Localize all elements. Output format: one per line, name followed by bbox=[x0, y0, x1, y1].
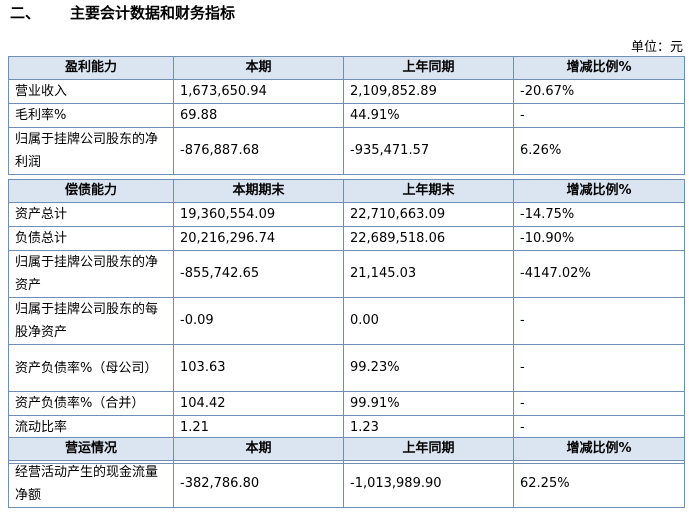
value-cell: - bbox=[513, 415, 685, 440]
data-row: 资产负债率%（合并） 104.42 99.91% - bbox=[8, 391, 685, 416]
value-cell: 104.42 bbox=[173, 391, 344, 416]
header-row: 偿债能力 本期期末 上年期末 增减比例% bbox=[8, 179, 685, 203]
header-cell: 偿债能力 bbox=[8, 179, 174, 203]
value-cell: -20.67% bbox=[513, 79, 685, 104]
value-cell: 6.26% bbox=[513, 127, 685, 175]
header-row: 盈利能力 本期 上年同期 增减比例% bbox=[8, 56, 685, 80]
value-cell: - bbox=[513, 344, 685, 392]
row-label: 毛利率% bbox=[8, 103, 174, 128]
data-table: 偿债能力 本期期末 上年期末 增减比例% 资产总计 19,360,554.09 22,710… bbox=[8, 179, 685, 464]
value-cell: -14.75% bbox=[513, 202, 685, 227]
row-label: 资产负债率%（合并） bbox=[8, 391, 174, 416]
header-cell: 上年同期 bbox=[343, 437, 514, 461]
section-title: 主要会计数据和财务指标 bbox=[70, 4, 236, 22]
value-cell: -855,742.65 bbox=[173, 250, 344, 298]
value-cell: 44.91% bbox=[343, 103, 514, 128]
data-row: 毛利率% 69.88 44.91% - bbox=[8, 103, 685, 128]
data-row: 归属于挂牌公司股东的净利润 -876,887.68 -935,471.57 6.26% bbox=[8, 127, 685, 175]
value-cell: 99.23% bbox=[343, 344, 514, 392]
unit-label: 单位：元 bbox=[630, 40, 683, 55]
value-cell: - bbox=[513, 297, 685, 345]
header-cell: 盈利能力 bbox=[8, 56, 174, 80]
value-cell: 0.00 bbox=[343, 297, 514, 345]
data-row: 归属于挂牌公司股东的净资产 -855,742.65 21,145.03 -4147.0… bbox=[8, 250, 685, 298]
value-cell: -0.09 bbox=[173, 297, 344, 345]
data-table: 营运情况 本期 上年同期 增减比例% 经营活动产生的现金流量净额 -382,786.80-… bbox=[8, 437, 685, 508]
row-label: 营业收入 bbox=[8, 79, 174, 104]
value-cell: - bbox=[513, 103, 685, 128]
value-cell: -10.90% bbox=[513, 226, 685, 251]
value-cell: 22,710,663.09 bbox=[343, 202, 514, 227]
header-cell: 营运情况 bbox=[8, 437, 174, 461]
value-cell: -1,013,989.90 bbox=[343, 460, 514, 508]
data-row: 营业收入 1,673,650.94 2,109,852.89 -20.67% bbox=[8, 79, 685, 104]
section-number: 二、 bbox=[10, 4, 41, 22]
value-cell: 1,673,650.94 bbox=[173, 79, 344, 104]
row-label: 经营活动产生的现金流量净额 bbox=[8, 460, 174, 508]
value-cell: 22,689,518.06 bbox=[343, 226, 514, 251]
header-row: 营运情况 本期 上年同期 增减比例% bbox=[8, 437, 685, 461]
data-row: 资产总计 19,360,554.09 22,710,663.09 -14.75% bbox=[8, 202, 685, 227]
value-cell: -935,471.57 bbox=[343, 127, 514, 175]
value-cell: 99.91% bbox=[343, 391, 514, 416]
value-cell: 1.21 bbox=[173, 415, 344, 440]
value-cell: -4147.02% bbox=[513, 250, 685, 298]
header-cell: 增减比例% bbox=[513, 437, 685, 461]
value-cell: 1.23 bbox=[343, 415, 514, 440]
value-cell: - bbox=[513, 391, 685, 416]
data-row: 资产负债率%（母公司） 103.63 99.23% - bbox=[8, 344, 685, 392]
row-label: 负债总计 bbox=[8, 226, 174, 251]
row-label: 归属于挂牌公司股东的净资产 bbox=[8, 250, 174, 298]
header-cell: 上年期末 bbox=[343, 179, 514, 203]
value-cell: 69.88 bbox=[173, 103, 344, 128]
value-cell: -382,786.80 bbox=[173, 460, 344, 508]
data-row: 经营活动产生的现金流量净额 -382,786.80 -1,013,989.90 62.… bbox=[8, 460, 685, 508]
row-label: 归属于挂牌公司股东的净利润 bbox=[8, 127, 174, 175]
header-cell: 增减比例% bbox=[513, 56, 685, 80]
data-table: 盈利能力 本期 上年同期 增减比例% 营业收入 1,673,650.94 2,109,852… bbox=[8, 56, 685, 175]
data-row: 归属于挂牌公司股东的每股净资产 -0.09 0.00- bbox=[8, 297, 685, 345]
value-cell: 21,145.03 bbox=[343, 250, 514, 298]
value-cell: -876,887.68 bbox=[173, 127, 344, 175]
data-row: 负债总计 20,216,296.74 22,689,518.06 -10.90% bbox=[8, 226, 685, 251]
header-cell: 本期 bbox=[173, 56, 344, 80]
value-cell: 103.63 bbox=[173, 344, 344, 392]
row-label: 流动比率 bbox=[8, 415, 174, 440]
header-cell: 上年同期 bbox=[343, 56, 514, 80]
data-row: 流动比率 1.21 1.23- bbox=[8, 415, 685, 440]
row-label: 资产负债率%（母公司） bbox=[8, 344, 174, 392]
header-cell: 本期 bbox=[173, 437, 344, 461]
header-cell: 本期期末 bbox=[173, 179, 344, 203]
row-label: 资产总计 bbox=[8, 202, 174, 227]
header-cell: 增减比例% bbox=[513, 179, 685, 203]
row-label: 归属于挂牌公司股东的每股净资产 bbox=[8, 297, 174, 345]
value-cell: 19,360,554.09 bbox=[173, 202, 344, 227]
value-cell: 2,109,852.89 bbox=[343, 79, 514, 104]
value-cell: 62.25% bbox=[513, 460, 685, 508]
value-cell: 20,216,296.74 bbox=[173, 226, 344, 251]
